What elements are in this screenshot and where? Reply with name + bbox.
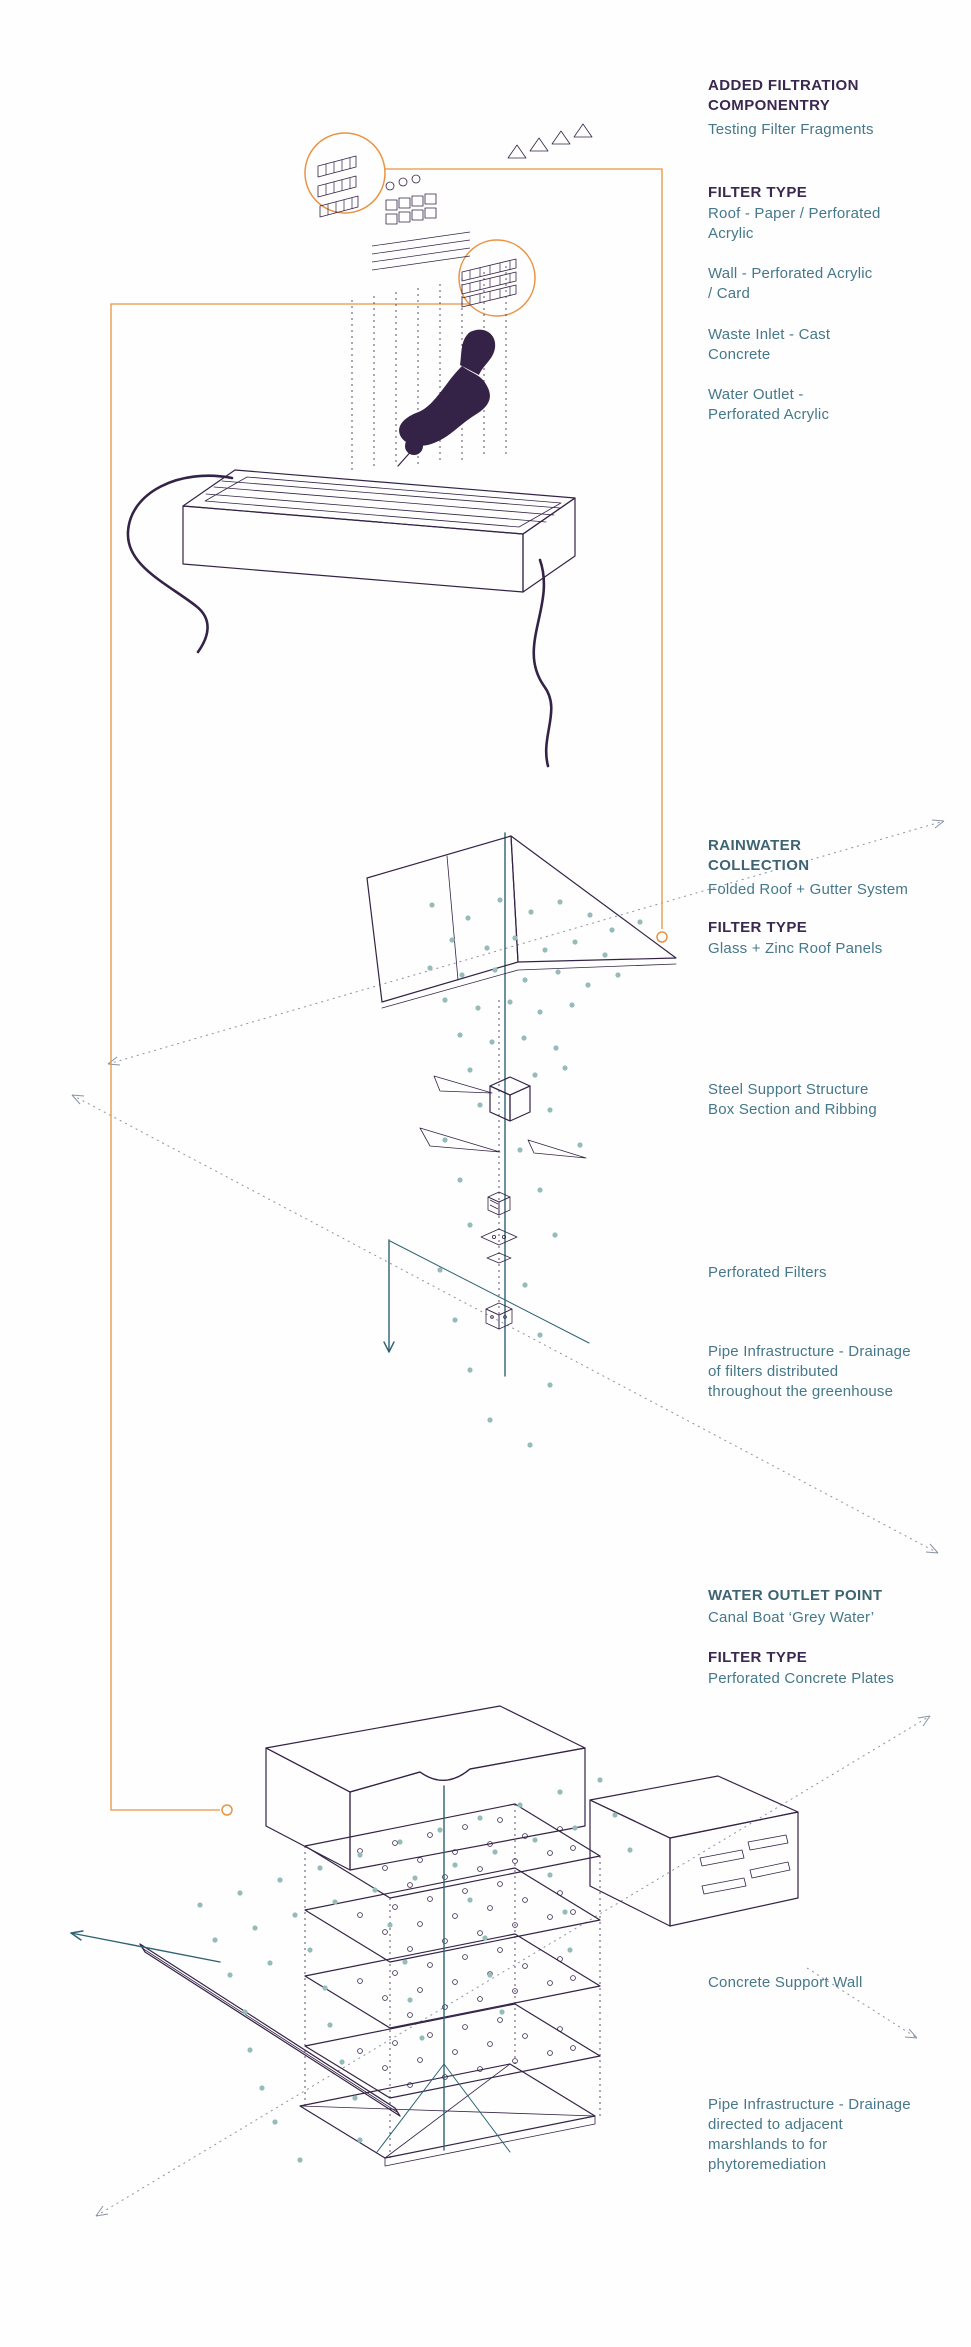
filter-item-waste-inlet: Waste Inlet - Cast Concrete (708, 326, 831, 363)
arrow-up-right-icon (917, 1715, 931, 1727)
highlight-circle-roof-fragments (304, 132, 386, 214)
connector-end-dot (656, 931, 668, 943)
filter-value-middle: Glass + Zinc Roof Panels (708, 940, 883, 957)
steel-support-annotation: Steel Support Structure Box Section and … (708, 1081, 877, 1118)
added-filtration-subtitle: Testing Filter Fragments (708, 121, 874, 138)
arrow-down-right-icon (904, 2028, 918, 2039)
roof-panel-right (510, 835, 677, 963)
filter-item-wall: Wall - Perforated Acrylic / Card (708, 265, 873, 302)
pipe-infra-middle-annotation: Pipe Infrastructure - Drainage of filter… (708, 1343, 911, 1400)
outlet-pipe (139, 1943, 401, 2117)
slatted-filter-fragment (461, 258, 517, 308)
filter-type-heading-middle: FILTER TYPE (708, 919, 808, 936)
filter-fragment-studies (317, 123, 593, 470)
added-filtration-title: ADDED FILTRATION COMPONENTRY (708, 77, 859, 114)
pipe-infra-bottom-annotation: Pipe Infrastructure - Drainage directed … (708, 2096, 911, 2173)
connector-end-dot (221, 1804, 233, 1816)
grey-water-scatter (197, 1777, 633, 2163)
arrow-down-left-icon (107, 1056, 121, 1066)
orange-callout-connectors (110, 132, 668, 1816)
collection-tray (299, 2063, 596, 2167)
filter-item-roof: Roof - Paper / Perforated Acrylic (708, 205, 881, 242)
canal-boat-model (126, 329, 576, 768)
concrete-wall-annotation: Concrete Support Wall (708, 1974, 863, 1991)
section-guide-lines (71, 819, 945, 2217)
water-droplet-scatter (427, 897, 643, 1448)
arrow-down-right-icon (925, 1543, 939, 1554)
person-figure (397, 329, 496, 467)
drainage-arrow (383, 1239, 590, 1353)
perforated-filter-elements (480, 1191, 518, 1330)
filter-type-heading-bottom: FILTER TYPE (708, 1649, 808, 1666)
highlight-circle-wall-fragments (458, 239, 536, 317)
filter-type-heading-top: FILTER TYPE (708, 184, 808, 201)
steel-box-section (419, 1075, 587, 1159)
inlet-hose (126, 474, 234, 654)
water-outlet-title: WATER OUTLET POINT (708, 1587, 883, 1604)
rainwater-subtitle: Folded Roof + Gutter System (708, 881, 909, 898)
perforated-plate-stack (304, 1803, 601, 2099)
water-outlet-subtitle: Canal Boat ‘Grey Water’ (708, 1609, 875, 1626)
concrete-support-wall (589, 1775, 799, 1927)
grid-filter-fragment (371, 174, 471, 271)
outflow-arrow (70, 1930, 221, 1963)
pleated-filter-fragment (317, 155, 359, 218)
roof-panel-left (366, 835, 519, 1003)
gutter-line (381, 963, 677, 1009)
filter-value-bottom: Perforated Concrete Plates (708, 1670, 895, 1687)
drop-line (376, 1785, 511, 2153)
rainwater-title: RAINWATER COLLECTION (708, 837, 810, 874)
water-outlet-model (70, 1705, 799, 2167)
arrow-up-left-icon (71, 1094, 85, 1105)
outlet-cable (532, 558, 553, 768)
filter-item-water-outlet: Water Outlet - Perforated Acrylic (708, 386, 830, 423)
arrow-up-right-icon (931, 819, 945, 829)
arrow-down-left-icon (95, 2205, 109, 2217)
greenhouse-roof-model (366, 832, 677, 1448)
concrete-wall-back (265, 1705, 586, 1871)
perforated-filters-annotation: Perforated Filters (708, 1264, 827, 1281)
